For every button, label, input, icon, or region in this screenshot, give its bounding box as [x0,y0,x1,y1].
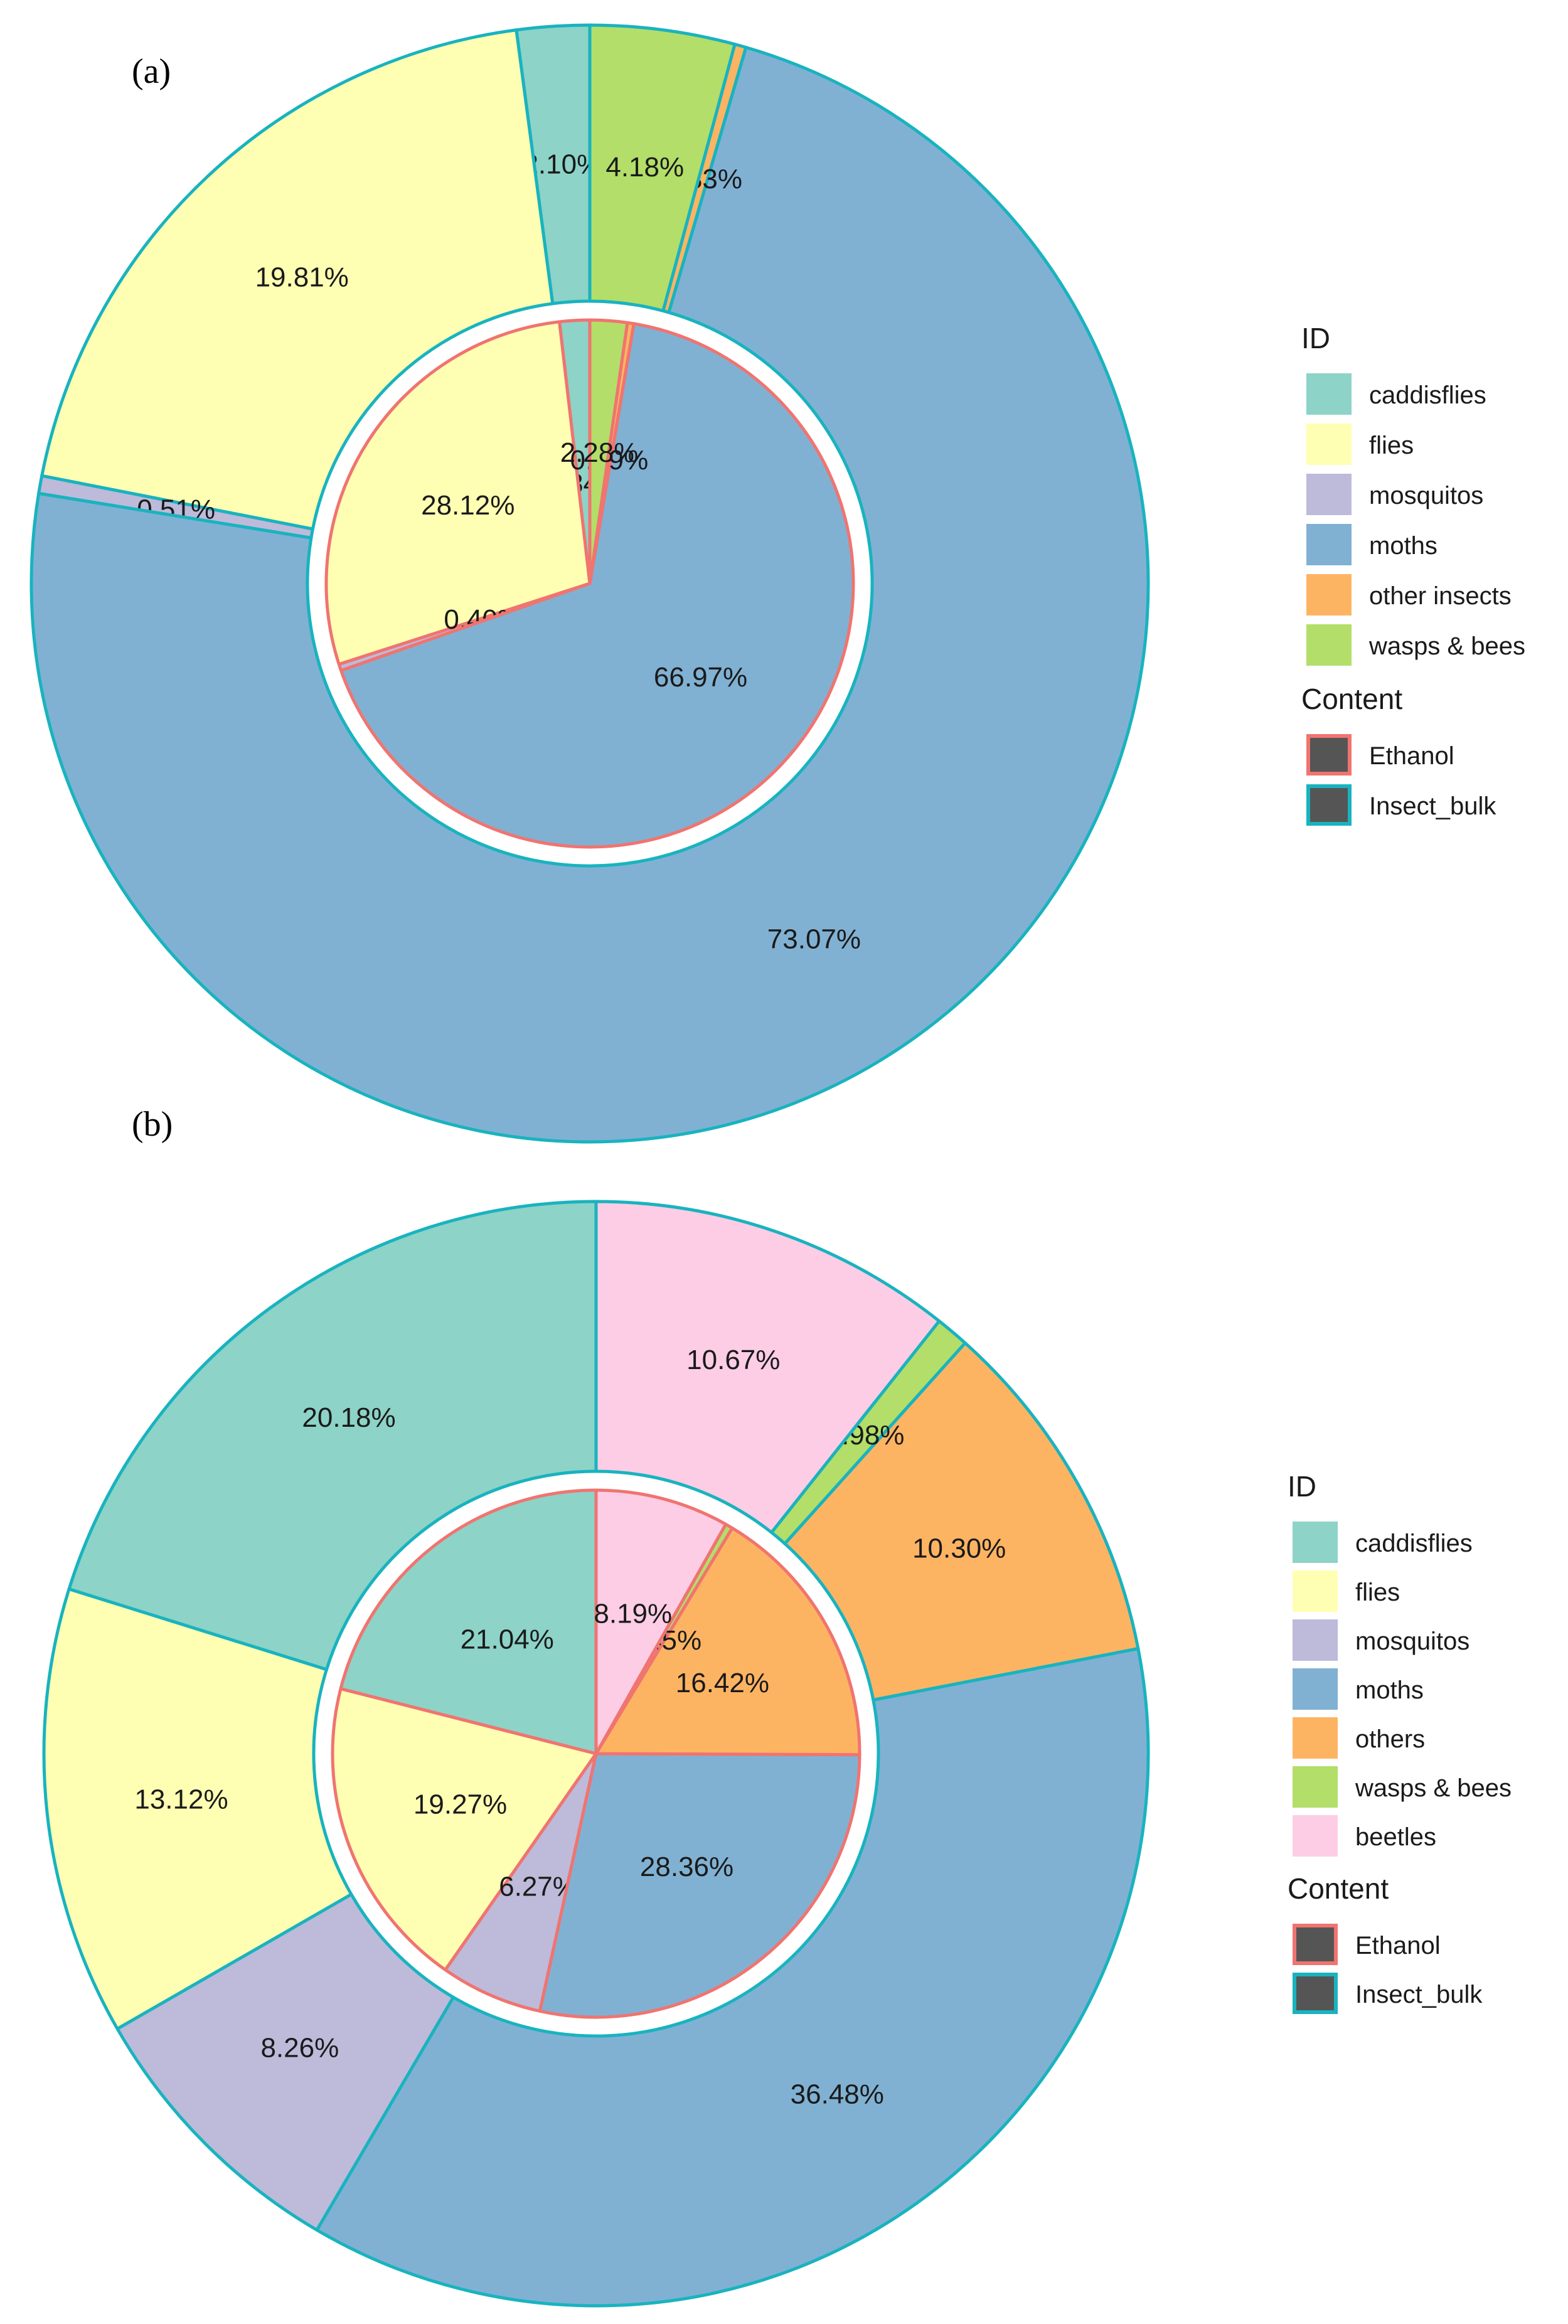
panel-b-legend-key-caddisflies [1293,1522,1338,1563]
panel-b-ethanol-label-others: 16.42% [676,1668,769,1698]
panel-a-legend-label-other-insects: other insects [1369,582,1512,610]
panel-b-insect-bulk-label-mosquitos: 8.26% [260,2032,339,2063]
panel-a-legend-label-ethanol: Ethanol [1369,742,1454,770]
panel-a-insect-bulk-slice-moths [29,45,1150,1144]
panel-b-legend: ID caddisflies flies mosquitos moths others wa… [1288,1470,1512,2014]
panel-a-legend-key-caddisflies [1306,373,1352,415]
panel-b-ethanol-label-flies: 19.27% [413,1789,507,1820]
panel-a-insect-bulk-slice-flies [40,28,555,531]
panel-b-insect-bulk-slice-flies [42,1587,353,2031]
panel-b-legend-key-mosquitos [1293,1619,1338,1661]
panel-b-insect-bulk-label-others: 10.30% [912,1533,1006,1564]
panel-a-legend-id-title: ID [1301,322,1330,354]
panel-b-legend-label-others: others [1355,1725,1425,1753]
panel-b-insect-bulk-label-flies: 13.12% [134,1784,228,1815]
panel-b-donut-chart: 20.18%13.12%8.26%36.48%10.30%0.98%10.67%… [42,1200,1150,2308]
panel-b-legend-label-beetles: beetles [1355,1823,1436,1851]
panel-b-ethanol-label-beetles: 8.19% [594,1599,672,1629]
panel-b-ethanol-slice-moths [538,1752,861,2019]
panel-a-ethanol-slice-flies [324,320,592,666]
panel-b-insect-bulk-slice-caddisflies [67,1200,598,1671]
panel-b-insect-bulk-slice-beetles [594,1200,941,1534]
panel-b-legend-key-flies [1293,1570,1338,1612]
panel-b-legend-key-moths [1293,1668,1338,1710]
panel-a-legend-label-insect-bulk: Insect_bulk [1369,792,1496,820]
panel-b-legend-label-moths: moths [1355,1676,1424,1704]
panel-b-legend-label-flies: flies [1355,1579,1400,1606]
panel-a-legend-key-mosquitos [1306,474,1352,515]
panel-b-insect-bulk-slice-others [783,1341,1140,1702]
panel-a-insect-bulk-label-flies: 19.81% [255,262,349,293]
panel-a-legend-key-insect-bulk [1306,784,1352,826]
panel-b-legend-label-insect-bulk: Insect_bulk [1355,1981,1483,2008]
panel-a-insect-bulk-label-moths: 73.07% [767,924,861,955]
panel-a-ethanol-slice-moths [339,322,855,849]
panel-b-legend-key-wasps-bees [1293,1766,1338,1808]
panel-a-legend-label-wasps-bees: wasps & bees [1368,632,1525,660]
panel-a-insect-bulk-slice-wasps-bees [588,23,737,312]
panel-a-legend-label-flies: flies [1369,432,1414,459]
panel-b-ethanol-slice-beetles [594,1488,728,1756]
panel-a-insect-bulk-label-wasps-bees: 4.18% [605,152,684,183]
panel-a-ethanol-label-flies: 28.12% [421,490,515,521]
panel-a-legend-key-other-insects [1306,574,1352,616]
panel-a-ethanol-slice-wasps-bees [588,318,629,585]
panel-a-legend-key-ethanol [1306,734,1352,776]
panel-b-insect-bulk-slice-mosquitos [115,1892,455,2232]
panel-b-label: (b) [132,1105,173,1144]
panel-b-legend-id-title: ID [1288,1470,1316,1503]
panel-a-legend-label-mosquitos: mosquitos [1369,482,1483,509]
panel-b-ethanol-slice-flies [331,1687,598,1972]
panel-b-legend-label-wasps-bees: wasps & bees [1355,1774,1512,1802]
panel-b-ethanol-slice-caddisflies [339,1488,598,1756]
panel-b: (b) 20.18%13.12%8.26%36.48%10.30%0.98%10… [42,1105,1512,2308]
panel-b-insect-bulk-label-moths: 36.48% [791,2079,884,2110]
panel-a-legend-key-moths [1306,524,1352,565]
panel-b-ethanol-label-caddisflies: 21.04% [461,1624,554,1655]
panel-a-legend: ID caddisflies flies mosquitos moths other in… [1301,322,1525,826]
panel-b-insect-bulk-label-caddisflies: 20.18% [302,1402,395,1433]
panel-a-legend-key-flies [1306,424,1352,465]
panel-b-legend-key-ethanol [1293,1924,1338,1965]
panel-b-legend-key-insect-bulk [1293,1973,1338,2014]
panel-a-legend-key-wasps-bees [1306,624,1352,666]
panel-a-legend-content-title: Content [1301,683,1402,715]
panel-a-label: (a) [132,52,171,91]
panel-b-ethanol-label-moths: 28.36% [640,1852,733,1882]
panel-b-legend-content-title: Content [1288,1872,1389,1905]
panel-b-ethanol-slice-others [594,1526,861,1757]
panel-a-ethanol-label-wasps-bees: 2.28% [560,437,639,468]
panel-a-legend-label-moths: moths [1369,532,1437,560]
panel-b-insect-bulk-label-beetles: 10.67% [686,1345,780,1375]
panel-a: (a) 2.10%19.81%0.51%73.07%0.33%4.18%1.84… [29,23,1525,1144]
panel-a-donut-chart: 2.10%19.81%0.51%73.07%0.33%4.18%1.84%28.… [29,23,1150,1144]
panel-a-legend-label-caddisflies: caddisflies [1369,381,1486,409]
panel-b-legend-key-others [1293,1717,1338,1759]
panel-b-legend-key-beetles [1293,1815,1338,1857]
panel-b-legend-label-mosquitos: mosquitos [1355,1628,1469,1655]
panel-b-insect-bulk-slice-moths [315,1647,1150,2308]
panel-b-legend-label-caddisflies: caddisflies [1355,1530,1473,1557]
panel-b-ethanol-slice-mosquitos [444,1752,598,2013]
panel-b-legend-label-ethanol: Ethanol [1355,1932,1441,1959]
panel-a-ethanol-label-moths: 66.97% [654,662,747,693]
